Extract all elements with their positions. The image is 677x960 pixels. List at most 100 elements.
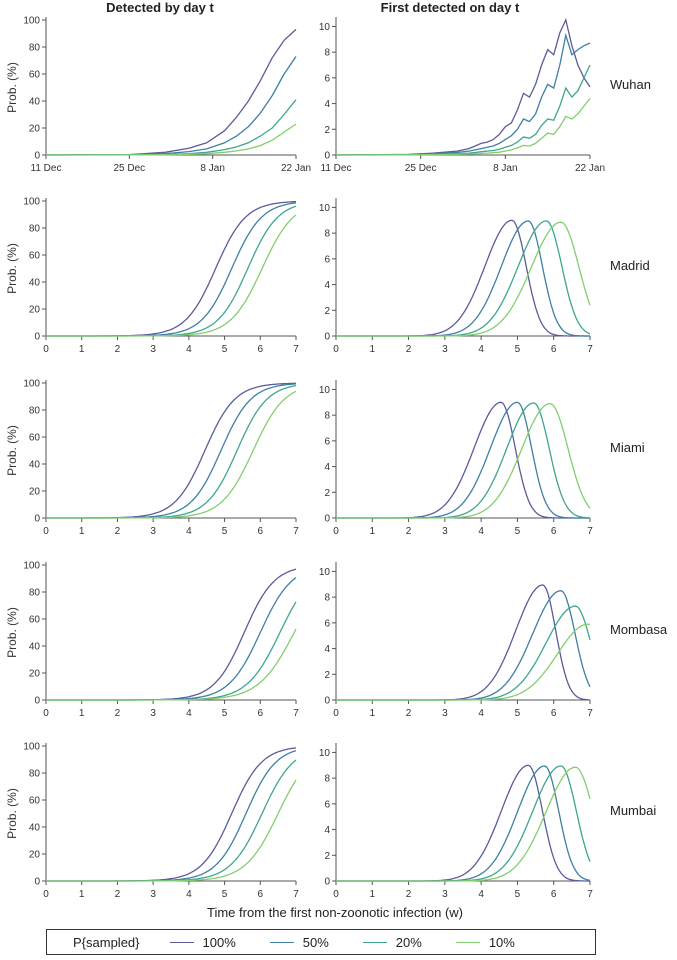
miami-daily-xtick-label-1: 1 <box>370 526 376 537</box>
mombasa-daily-xtick-label-4: 4 <box>478 708 484 719</box>
madrid-daily-xtick-label-5: 5 <box>515 344 521 355</box>
madrid-cumulative: 0 20 40 60 80 100 0 1 2 3 4 5 6 7 Prob. (%) <box>5 197 299 356</box>
miami-daily-xtick-label-6: 6 <box>551 526 557 537</box>
wuhan-daily-series-20pct <box>335 64 591 156</box>
wuhan-cumulative-ytick-label-60: 60 <box>29 70 41 81</box>
mombasa-daily-ytick-label-8: 8 <box>324 593 330 604</box>
legend: P{sampled} 100% 50% 20% 10% <box>46 929 596 955</box>
mombasa-daily-series-50pct <box>336 590 591 701</box>
mumbai-cumulative-xtick-label-4: 4 <box>186 889 192 900</box>
mumbai-cumulative-xtick-label-6: 6 <box>258 889 264 900</box>
wuhan-cumulative-series-50pct <box>45 56 297 156</box>
mombasa-cumulative-xtick-label-0: 0 <box>43 708 49 719</box>
madrid-daily-ytick-label-6: 6 <box>324 254 330 265</box>
miami-cumulative-ytick-label-60: 60 <box>29 433 41 444</box>
legend-item-100: 100% <box>169 935 236 950</box>
madrid-daily-xtick-label-4: 4 <box>478 344 484 355</box>
madrid-cumulative-ytick-label-0: 0 <box>34 332 40 343</box>
mumbai-cumulative-series-50pct <box>46 750 297 882</box>
miami-cumulative-ytick-label-20: 20 <box>29 487 41 498</box>
miami-cumulative-ytick-label-80: 80 <box>29 406 41 417</box>
madrid-daily-series-20pct <box>336 220 591 337</box>
mombasa-cumulative-xtick-label-5: 5 <box>222 708 228 719</box>
miami-cumulative-xtick-label-1: 1 <box>79 526 85 537</box>
miami-cumulative-ytick-label-40: 40 <box>29 460 41 471</box>
mumbai-cumulative-ytick-label-80: 80 <box>29 769 41 780</box>
wuhan-daily-ytick-label-8: 8 <box>324 48 330 59</box>
mumbai-daily-xtick-label-1: 1 <box>370 889 376 900</box>
mumbai-cumulative-xtick-label-1: 1 <box>79 889 85 900</box>
legend-item-50: 50% <box>269 935 329 950</box>
mumbai-cumulative-ytick-label-40: 40 <box>29 823 41 834</box>
miami-daily-xtick-label-2: 2 <box>406 526 412 537</box>
mumbai-cumulative-xtick-label-2: 2 <box>115 889 121 900</box>
row-label-mumbai: Mumbai <box>610 803 656 818</box>
miami-cumulative-xtick-label-7: 7 <box>293 526 299 537</box>
madrid-cumulative-xtick-label-5: 5 <box>222 344 228 355</box>
miami-cumulative-xtick-label-0: 0 <box>43 526 49 537</box>
mumbai-cumulative-series-20pct <box>46 759 297 882</box>
miami-cumulative-ytick-label-0: 0 <box>34 514 40 525</box>
miami-daily-xtick-label-3: 3 <box>442 526 448 537</box>
madrid-cumulative-series-100pct <box>46 200 297 337</box>
miami-daily-xtick-label-7: 7 <box>587 526 593 537</box>
y-axis-title-row-mombasa: Prob. (%) <box>5 607 19 658</box>
mumbai-daily-xtick-label-7: 7 <box>587 889 593 900</box>
row-label-madrid: Madrid <box>610 258 650 273</box>
mumbai-daily: 0 2 4 6 8 10 0 1 2 3 4 5 6 7 <box>319 743 593 900</box>
wuhan-daily-ytick-label-4: 4 <box>324 99 330 110</box>
miami-cumulative-series-100pct <box>46 382 297 519</box>
wuhan-cumulative-xtick-label-8-Jan: 8 Jan <box>200 163 224 174</box>
mumbai-daily-xtick-label-6: 6 <box>551 889 557 900</box>
legend-item-10: 10% <box>455 934 515 950</box>
madrid-cumulative-series-20pct <box>46 205 297 337</box>
madrid-daily-xtick-label-2: 2 <box>406 344 412 355</box>
miami-cumulative-xtick-label-6: 6 <box>258 526 264 537</box>
madrid-cumulative-xtick-label-3: 3 <box>150 344 156 355</box>
wuhan-daily-series-50pct <box>335 32 591 156</box>
mombasa-cumulative-series-50pct <box>46 577 297 701</box>
mombasa-cumulative-series-10pct <box>46 628 297 701</box>
mombasa-daily-series-20pct <box>336 605 591 701</box>
wuhan-daily: 0 2 4 6 8 10 11 Dec 25 Dec 8 Jan 22 Jan <box>319 17 605 174</box>
miami-daily-ytick-label-6: 6 <box>324 436 330 447</box>
mombasa-cumulative-ytick-label-20: 20 <box>29 669 41 680</box>
mombasa-cumulative-xtick-label-3: 3 <box>150 708 156 719</box>
miami-daily-ytick-label-8: 8 <box>324 411 330 422</box>
wuhan-daily-xtick-label-25-Dec: 25 Dec <box>405 163 437 174</box>
madrid-daily-ytick-label-0: 0 <box>324 332 330 343</box>
madrid-cumulative-xtick-label-6: 6 <box>258 344 264 355</box>
miami-daily-ytick-label-2: 2 <box>324 488 330 499</box>
madrid-daily-xtick-label-3: 3 <box>442 344 448 355</box>
x-axis-title: Time from the first non-zoonotic infecti… <box>207 905 463 920</box>
wuhan-daily-ytick-label-6: 6 <box>324 73 330 84</box>
mombasa-daily-ytick-label-10: 10 <box>319 567 331 578</box>
wuhan-cumulative-series-100pct <box>45 28 297 156</box>
legend-label-10: 10% <box>488 934 515 950</box>
mumbai-daily-xtick-label-4: 4 <box>478 889 484 900</box>
miami-cumulative-xtick-label-5: 5 <box>222 526 228 537</box>
miami-daily-xtick-label-0: 0 <box>333 526 339 537</box>
mombasa-cumulative-xtick-label-1: 1 <box>79 708 85 719</box>
y-axis-title-row-miami: Prob. (%) <box>5 425 19 476</box>
mumbai-cumulative-xtick-label-3: 3 <box>150 889 156 900</box>
madrid-daily-ytick-label-4: 4 <box>324 280 330 291</box>
miami-daily-ytick-label-0: 0 <box>324 514 330 525</box>
mombasa-cumulative-ytick-label-80: 80 <box>29 588 41 599</box>
madrid-cumulative-ytick-label-60: 60 <box>29 251 41 262</box>
wuhan-cumulative-xtick-label-25-Dec: 25 Dec <box>113 163 145 174</box>
mombasa-daily-ytick-label-4: 4 <box>324 644 330 655</box>
mumbai-daily-ytick-label-4: 4 <box>324 825 330 836</box>
mumbai-daily-xtick-label-5: 5 <box>515 889 521 900</box>
mombasa-cumulative-xtick-label-2: 2 <box>115 708 121 719</box>
wuhan-daily-xtick-label-22-Jan: 22 Jan <box>575 163 605 174</box>
madrid-cumulative-series-10pct <box>46 214 297 337</box>
mumbai-cumulative-ytick-label-60: 60 <box>29 796 41 807</box>
miami-cumulative-xtick-label-2: 2 <box>115 526 121 537</box>
mombasa-cumulative: 0 20 40 60 80 100 0 1 2 3 4 5 6 7 Prob. (%) <box>5 561 299 720</box>
miami-daily-series-20pct <box>336 402 591 519</box>
miami-cumulative-series-10pct <box>46 390 297 519</box>
mumbai-cumulative-xtick-label-7: 7 <box>293 889 299 900</box>
madrid-daily-xtick-label-0: 0 <box>333 344 339 355</box>
